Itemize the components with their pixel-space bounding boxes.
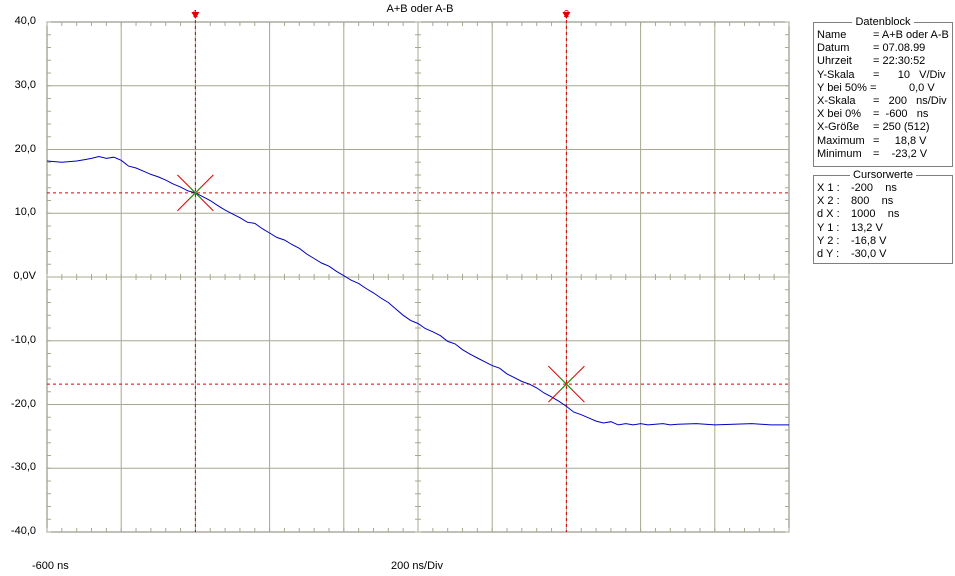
datenblock-row: Maximum = 18,8 V [817, 134, 927, 147]
datenblock-value: = -600 ns [873, 108, 929, 121]
datenblock-row: Name = A+B oder A-B [817, 29, 949, 41]
x-div-label: 200 ns/Div [391, 560, 443, 572]
datenblock-row: Minimum = -23,2 V [817, 147, 927, 160]
cursorwerte-row: d X : 1000 ns [817, 208, 899, 221]
cursor-1-label: 1 [193, 9, 199, 20]
y-tick-label: 40,0 [14, 15, 36, 27]
chart-title: A+B oder A-B [386, 3, 454, 15]
cursorwerte-value: 1000 ns [851, 208, 900, 221]
datenblock-key: Uhrzeit [817, 55, 852, 68]
cursorwerte-value: -16,8 V [851, 234, 887, 247]
cursorwerte-key: X 2 : [817, 195, 840, 208]
y-tick-label: 30,0 [14, 78, 36, 91]
datenblock-value: = 200 ns/Div [873, 95, 947, 107]
datenblock-value: = 22:30:52 [873, 55, 926, 68]
datenblock-key: Y bei 50% = [817, 81, 877, 94]
cursor-2-cross-inner-b [560, 377, 573, 391]
cursorwerte-value: -200 ns [851, 182, 897, 194]
cursorwerte-row: X 2 : 800 ns [817, 195, 893, 208]
cursor-2-marker [562, 12, 571, 19]
cursorwerte-key: Y 2 : [817, 234, 840, 247]
cursorwerte-value: 13,2 V [851, 221, 883, 234]
datenblock-panel: Datenblock Name = A+B oder A-B Datum = 07.0… [813, 16, 953, 167]
cursorwerte-row: d Y : -30,0 V [817, 248, 886, 260]
datenblock-row: X bei 0% = -600 ns [817, 108, 928, 121]
y-tick-label: -10,0 [10, 333, 36, 346]
datenblock-row: Datum = 07.08.99 [817, 42, 925, 55]
datenblock-title: Datenblock [852, 16, 914, 28]
y-tick-label: 20,0 [14, 142, 36, 155]
y-tick-label: -40,0 [10, 525, 36, 537]
cursor-1-marker [191, 12, 200, 19]
cursor-2-label: 2 [564, 9, 570, 20]
datenblock-value: = -23,2 V [873, 147, 928, 160]
datenblock-value: = 250 (512) [873, 121, 930, 134]
datenblock-key: X-Größe [817, 121, 860, 134]
datenblock-value: 0,0 V [909, 81, 935, 94]
y-tick-label: 0,0V [13, 270, 36, 282]
datenblock-key: Maximum [817, 134, 865, 147]
y-tick-label: -30,0 [10, 461, 36, 474]
datenblock-row: X-Größe = 250 (512) [817, 121, 930, 134]
datenblock-key: X-Skala [817, 95, 856, 107]
cursorwerte-row: Y 2 : -16,8 V [817, 234, 886, 247]
cursor-1-cross-inner-b [189, 186, 202, 200]
cursorwerte-value: -30,0 V [851, 248, 887, 260]
datenblock-value: = A+B oder A-B [873, 29, 949, 41]
datenblock-value: = 18,8 V [873, 134, 927, 147]
datenblock-key: Y-Skala [817, 68, 855, 81]
datenblock-value: = 07.08.99 [873, 42, 926, 55]
y-tick-label: -20,0 [10, 397, 36, 410]
datenblock-value: = 10 V/Div [873, 68, 946, 81]
datenblock-key: X bei 0% [817, 108, 862, 121]
y-tick-label: 10,0 [14, 206, 36, 219]
cursorwerte-key: d X : [817, 208, 840, 221]
cursorwerte-value: 800 ns [851, 195, 894, 208]
x-start-label: -600 ns [32, 560, 69, 572]
cursorwerte-title: Cursorwerte [850, 169, 916, 181]
cursorwerte-row: X 1 : -200 ns [817, 182, 897, 194]
datenblock-key: Datum [817, 42, 850, 55]
datenblock-row: X-Skala = 200 ns/Div [817, 95, 947, 107]
cursorwerte-key: d Y : [817, 248, 840, 260]
cursorwerte-row: Y 1 : 13,2 V [817, 221, 883, 234]
datenblock-row: Uhrzeit = 22:30:52 [817, 55, 925, 68]
waveform-line [46, 155, 789, 426]
datenblock-row: Y bei 50% = 0,0 V [817, 81, 935, 94]
datenblock-key: Name [817, 29, 847, 41]
cursorwerte-panel: Cursorwerte X 1 : -200 ns X 2 :800 ns d X :… [813, 169, 953, 264]
datenblock-row: Y-Skala = 10 V/Div [817, 68, 945, 81]
cursorwerte-key: Y 1 : [817, 221, 840, 234]
datenblock-key: Minimum [817, 147, 862, 160]
cursorwerte-key: X 1 : [817, 182, 840, 194]
